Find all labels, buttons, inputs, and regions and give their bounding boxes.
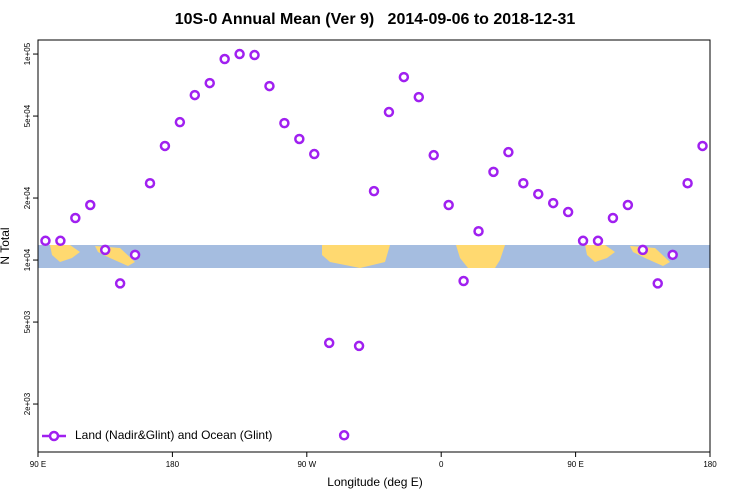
y-axis-label: N Total — [0, 227, 12, 264]
data-point — [189, 89, 201, 101]
legend-label: Land (Nadir&Glint) and Ocean (Glint) — [75, 428, 272, 442]
data-point — [99, 244, 111, 256]
data-point — [533, 188, 544, 200]
data-point — [159, 140, 171, 152]
data-point — [413, 91, 425, 103]
data-point — [682, 177, 693, 189]
data-point — [562, 206, 574, 218]
data-point — [547, 197, 559, 209]
data-point — [323, 337, 335, 349]
data-point — [398, 71, 410, 83]
land — [322, 245, 390, 268]
chart-title: 10S-0 Annual Mean (Ver 9) 2014-09-06 to … — [175, 11, 576, 28]
x-tick-label: 90 E — [30, 460, 46, 469]
data-point — [219, 53, 230, 65]
data-point — [458, 275, 469, 287]
data-point — [637, 244, 649, 256]
x-tick-label: 90 E — [567, 460, 583, 469]
data-point — [518, 177, 529, 189]
land — [585, 245, 615, 262]
data-point — [428, 149, 439, 161]
data-point — [607, 212, 619, 224]
data-point — [503, 146, 514, 158]
data-point — [353, 340, 365, 352]
data-point — [279, 117, 290, 129]
data-point — [264, 80, 275, 92]
data-point — [129, 249, 141, 261]
data-point — [383, 106, 395, 118]
data-point — [697, 140, 708, 152]
x-tick-label: 180 — [166, 460, 180, 469]
data-point — [114, 278, 126, 289]
data-point — [338, 430, 350, 441]
data-point — [249, 49, 260, 61]
data-point — [294, 133, 305, 145]
y-tick-label: 5e+04 — [23, 104, 32, 127]
land — [456, 245, 505, 268]
x-axis-label: Longitude (deg E) — [327, 475, 422, 489]
data-point — [204, 77, 215, 89]
data-point — [144, 177, 156, 189]
data-point — [85, 199, 96, 211]
data-point — [622, 199, 634, 211]
data-point — [443, 199, 454, 211]
legend-marker — [48, 430, 60, 442]
y-tick-label: 5e+03 — [23, 310, 32, 333]
map-band — [38, 245, 710, 268]
data-point — [652, 278, 663, 289]
plot-frame — [37, 39, 711, 453]
y-tick-label: 1e+04 — [23, 248, 32, 271]
data-point — [174, 116, 186, 128]
data-point — [473, 225, 484, 237]
y-tick-label: 1e+05 — [23, 42, 32, 65]
data-point — [488, 166, 499, 178]
data-point — [309, 148, 320, 160]
x-tick-label: 180 — [703, 460, 717, 469]
data-point — [577, 235, 589, 247]
x-tick-label: 0 — [439, 460, 444, 469]
data-point — [55, 235, 66, 247]
y-tick-label: 2e+04 — [23, 186, 32, 209]
data-point — [40, 235, 51, 247]
y-tick-label: 2e+03 — [23, 392, 32, 415]
data-point — [667, 249, 678, 261]
data-point — [368, 185, 380, 197]
data-point — [70, 212, 81, 224]
land — [50, 245, 80, 262]
data-point — [592, 235, 604, 247]
x-tick-label: 90 W — [297, 460, 316, 469]
data-point — [234, 48, 245, 60]
